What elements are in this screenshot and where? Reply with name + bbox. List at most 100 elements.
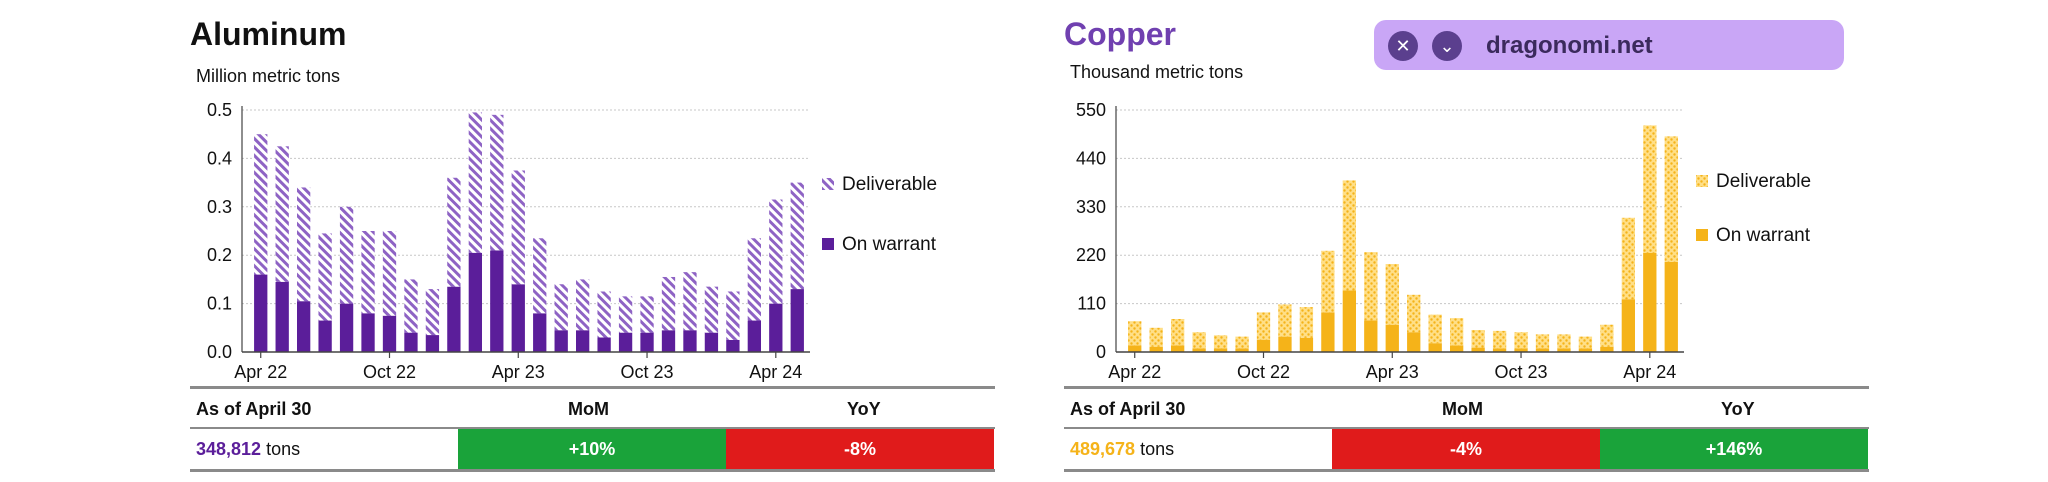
bar-on-warrant	[1557, 348, 1571, 352]
legend-label: Deliverable	[1716, 171, 1811, 192]
bar-deliverable	[790, 182, 804, 290]
aluminum-chart: 0.0 0.1 0.2 0.3 0.4 0.5 Apr 22 Oct 22 Apr 23 Oct …	[207, 100, 937, 382]
y-tick-label: 0.0	[207, 342, 232, 362]
bar-deliverable	[1192, 332, 1206, 349]
site-popup: ✕ ⌄ dragonomi.net	[1374, 20, 1844, 70]
bar-on-warrant	[790, 289, 804, 352]
stock-number: 348,812	[196, 439, 262, 459]
stock-value: 348,812 tons	[196, 439, 300, 460]
x-tick-label: Apr 23	[1366, 362, 1419, 382]
bar-on-warrant	[1278, 336, 1292, 352]
legend-label: On warrant	[1716, 225, 1811, 246]
x-tick-label: Apr 23	[492, 362, 545, 382]
bar-on-warrant	[683, 330, 697, 352]
x-tick-label: Apr 24	[749, 362, 802, 382]
bar-on-warrant	[1428, 343, 1442, 352]
bar-on-warrant	[1535, 348, 1550, 352]
close-icon[interactable]: ✕	[1388, 31, 1418, 61]
bar-on-warrant	[1321, 312, 1335, 352]
bar-deliverable	[683, 272, 697, 331]
bar-on-warrant	[447, 286, 461, 352]
copper-panel: Copper Thousand metric tons 0 110 220 330 44…	[1064, 0, 1874, 482]
as-of-label: As of April 30	[1070, 399, 1186, 419]
bar-on-warrant	[404, 332, 418, 352]
x-tick-label: Apr 22	[234, 362, 287, 382]
bar-on-warrant	[1407, 332, 1421, 352]
bar-on-warrant	[1299, 337, 1314, 352]
bar-deliverable	[361, 231, 375, 314]
legend-swatch	[1696, 175, 1708, 187]
bar-on-warrant	[1364, 320, 1378, 352]
bar-deliverable	[576, 279, 590, 331]
bar-on-warrant	[1492, 348, 1507, 352]
mom-header: MoM	[568, 399, 609, 419]
bar-on-warrant	[1578, 348, 1593, 352]
legend-swatch	[822, 178, 834, 190]
table-top-rule	[190, 386, 995, 389]
bar-on-warrant	[597, 337, 611, 352]
y-tick-label: 330	[1076, 197, 1106, 217]
bar-on-warrant	[297, 301, 311, 352]
aluminum-panel: Aluminum Million metric tons 0.0 0.1 0.2 0.…	[190, 0, 1000, 482]
bar-on-warrant	[1192, 348, 1206, 352]
bar-deliverable	[597, 291, 611, 338]
bar-deliverable	[254, 134, 268, 275]
bar-deliverable	[1450, 318, 1464, 346]
table-top-rule	[1064, 386, 1869, 389]
bar-deliverable	[318, 233, 332, 321]
legend-swatch	[1696, 229, 1708, 241]
stock-number: 489,678	[1070, 439, 1136, 459]
bar-deliverable	[1407, 294, 1421, 333]
bar-deliverable	[640, 296, 654, 333]
bar-deliverable	[1600, 324, 1614, 347]
aluminum-title: Aluminum	[190, 16, 347, 52]
bar-on-warrant	[726, 339, 740, 352]
x-tick-label: Oct 23	[621, 362, 674, 382]
yoy-cell: +146%	[1600, 429, 1868, 469]
y-tick-label: 220	[1076, 245, 1106, 265]
bar-on-warrant	[511, 284, 525, 352]
bar-deliverable	[404, 279, 418, 333]
bar-deliverable	[1385, 264, 1399, 325]
copper-unit-label: Thousand metric tons	[1070, 62, 1244, 82]
bar-deliverable	[1428, 314, 1442, 344]
bar-deliverable	[1364, 252, 1378, 321]
table-bottom-rule	[1064, 469, 1869, 472]
y-tick-label: 0	[1096, 342, 1106, 362]
bar-on-warrant	[1643, 253, 1657, 352]
bar-on-warrant	[275, 281, 289, 352]
chevron-down-icon[interactable]: ⌄	[1432, 31, 1462, 61]
mom-header: MoM	[1442, 399, 1483, 419]
stats-value-row: 489,678 tons -4% +146%	[1064, 429, 1869, 469]
bar-deliverable	[1664, 136, 1678, 262]
bar-deliverable	[1514, 332, 1528, 349]
copper-chart: 0 110 220 330 440 550 Apr 22 Oct 22 Apr 23 Oct 23…	[1076, 100, 1811, 382]
bar-deliverable	[511, 170, 525, 285]
bar-on-warrant	[1213, 348, 1228, 352]
bar-deliverable	[726, 291, 740, 340]
bar-deliverable	[1278, 304, 1292, 337]
site-domain[interactable]: dragonomi.net	[1486, 32, 1653, 59]
yoy-cell: -8%	[726, 429, 994, 469]
table-bottom-rule	[190, 469, 995, 472]
y-tick-label: 110	[1077, 294, 1106, 314]
bar-on-warrant	[533, 313, 547, 352]
bar-on-warrant	[1385, 324, 1399, 352]
bar-on-warrant	[554, 330, 568, 352]
bar-on-warrant	[661, 330, 676, 352]
bar-on-warrant	[254, 274, 268, 352]
bar-on-warrant	[640, 332, 654, 352]
bar-deliverable	[297, 187, 311, 302]
bar-deliverable	[468, 112, 482, 253]
bar-on-warrant	[1342, 290, 1356, 352]
bar-deliverable	[275, 146, 289, 282]
y-tick-label: 0.2	[207, 245, 232, 265]
legend-swatch	[822, 238, 834, 250]
bar-on-warrant	[1450, 345, 1464, 352]
stats-header-row: As of April 30 MoM YoY	[190, 389, 995, 427]
bar-deliverable	[533, 238, 547, 314]
bar-deliverable	[1342, 180, 1356, 291]
bar-on-warrant	[1664, 261, 1678, 352]
bar-deliverable	[382, 231, 397, 316]
bar-deliverable	[1128, 321, 1142, 346]
